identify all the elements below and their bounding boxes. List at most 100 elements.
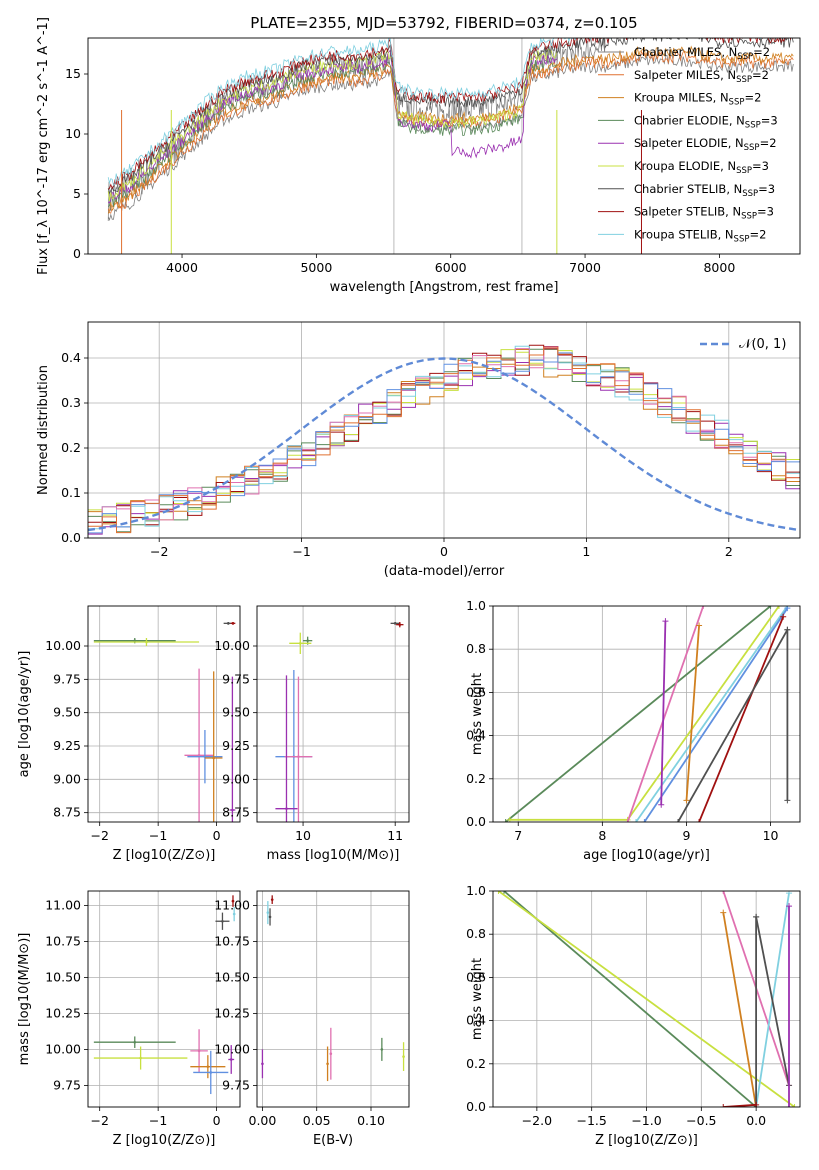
weight-marker — [502, 819, 509, 822]
legend-entry: Salpeter MILES, NSSP=2 — [634, 68, 769, 85]
y-tick-label: 9.00 — [53, 771, 81, 786]
weight-marker — [700, 606, 707, 609]
weight-line — [660, 621, 667, 805]
x-tick-label: −2.0 — [522, 1113, 552, 1128]
data-point — [393, 622, 397, 625]
weight-marker — [720, 1104, 727, 1107]
y-tick-label: 0.6 — [466, 969, 486, 984]
y-tick-label: 10.25 — [45, 1005, 81, 1020]
weight-marker — [767, 606, 774, 609]
legend-entry: Chabrier MILES, NSSP=2 — [634, 45, 770, 62]
data-point — [266, 911, 270, 914]
weight-line — [626, 606, 705, 822]
y-tick-label: 0.1 — [61, 485, 81, 500]
weight-marker — [624, 819, 631, 822]
y-tick-label: 0.0 — [466, 1099, 486, 1114]
model-spectrum — [107, 38, 792, 190]
legend-tail: =3 — [758, 182, 775, 196]
x-tick-label: −1 — [149, 1113, 167, 1128]
x-axis-label: age [log10(age/yr)] — [583, 848, 710, 863]
data-point — [221, 919, 224, 923]
y-tick-label: 9.75 — [222, 1077, 250, 1092]
plot-area — [493, 891, 800, 1107]
x-tick-label: −1.5 — [576, 1113, 606, 1128]
data-point — [133, 639, 137, 642]
legend-entry: Kroupa STELIB, NSSP=2 — [634, 227, 766, 244]
weight-marker — [791, 1104, 798, 1107]
weight-line — [505, 606, 772, 822]
legend-subscript: SSP — [745, 120, 761, 130]
x-tick-label: −2 — [90, 828, 108, 843]
model-spectrum — [107, 45, 794, 214]
data-spectrum — [107, 38, 606, 222]
legend-entry: Chabrier STELIB, NSSP=3 — [634, 182, 775, 199]
axes-frame — [87, 605, 241, 823]
axes-frame — [492, 890, 801, 1108]
legend-tail: =2 — [753, 45, 770, 59]
y-axis-label: mass [log10(M/M⊙)] — [17, 933, 32, 1066]
data-point — [133, 1040, 137, 1044]
x-tick-label: 0 — [440, 544, 448, 559]
legend-subscript: SSP — [742, 189, 758, 199]
y-tick-label: 0.4 — [466, 1013, 486, 1028]
x-tick-label: −0.5 — [686, 1113, 716, 1128]
data-point — [285, 807, 288, 810]
legend-entry: 𝒩(0, 1) — [739, 337, 786, 352]
y-tick-label: 10.75 — [214, 933, 250, 948]
x-axis-label: Z [log10(Z/Z⊙)] — [595, 1133, 698, 1148]
weight-marker — [683, 797, 690, 804]
data-point — [209, 1071, 213, 1074]
y-tick-label: 8.75 — [53, 805, 81, 820]
x-tick-label: 0.05 — [303, 1113, 331, 1128]
weight-marker — [696, 622, 703, 629]
x-tick-label: −2 — [90, 1113, 108, 1128]
weight-line — [698, 616, 785, 822]
axes-frame — [87, 890, 241, 1108]
y-tick-label: 10.25 — [214, 1005, 250, 1020]
legend-tail: =2 — [752, 68, 769, 82]
y-axis-label: Flux [f_λ 10^-17 erg cm^-2 s^-1 A^-1] — [36, 17, 51, 275]
y-tick-label: 0.3 — [61, 395, 81, 410]
data-point — [197, 1049, 201, 1053]
y-tick-label: 0 — [73, 246, 81, 261]
x-tick-label: 8000 — [703, 260, 735, 275]
y-tick-label: 9.50 — [53, 705, 81, 720]
y-axis-label: Normed distribution — [36, 365, 51, 495]
x-tick-label: −1 — [149, 828, 167, 843]
x-tick-label: 11 — [387, 828, 403, 843]
weight-line — [643, 607, 789, 822]
weight-marker — [780, 613, 787, 620]
panel-5: 7 8 9 10 0.0 0.2 0.4 0.6 0.8 1.0 age [log10(age/yr… — [466, 598, 801, 863]
weight-marker — [753, 913, 760, 920]
plot-area — [257, 606, 409, 822]
legend-entry: Salpeter STELIB, NSSP=3 — [634, 205, 774, 222]
y-tick-label: 0.8 — [466, 641, 486, 656]
weight-marker — [786, 903, 793, 910]
legend-entry: Kroupa MILES, NSSP=2 — [634, 91, 761, 108]
legend-tail: =3 — [752, 159, 769, 173]
data-point — [231, 622, 235, 625]
x-axis-label: Z [log10(Z/Z⊙)] — [113, 1133, 216, 1148]
x-tick-label: 10 — [295, 828, 311, 843]
residual-histogram — [88, 346, 800, 534]
weight-marker — [784, 797, 791, 804]
data-point — [298, 642, 302, 645]
y-tick-label: 0.0 — [466, 814, 486, 829]
weight-marker — [658, 801, 665, 808]
y-tick-label: 9.75 — [222, 671, 250, 686]
y-tick-label: 10.00 — [214, 638, 250, 653]
panel-1: 4000 5000 6000 7000 8000 0 5 10 15 wavelength [An… — [36, 17, 801, 295]
legend-tail: =3 — [757, 205, 774, 219]
weight-marker — [641, 819, 648, 822]
y-tick-label: 9.50 — [222, 705, 250, 720]
x-tick-label: −1.0 — [631, 1113, 661, 1128]
y-tick-label: 15 — [65, 66, 81, 81]
data-point — [329, 1052, 333, 1056]
legend-tail: =2 — [749, 227, 766, 241]
x-tick-label: 2 — [725, 544, 733, 559]
x-tick-label: 10 — [763, 828, 779, 843]
legend-entry: Chabrier ELODIE, NSSP=3 — [634, 113, 778, 130]
legend-subscript: SSP — [736, 166, 752, 176]
y-tick-label: 1.0 — [466, 883, 486, 898]
